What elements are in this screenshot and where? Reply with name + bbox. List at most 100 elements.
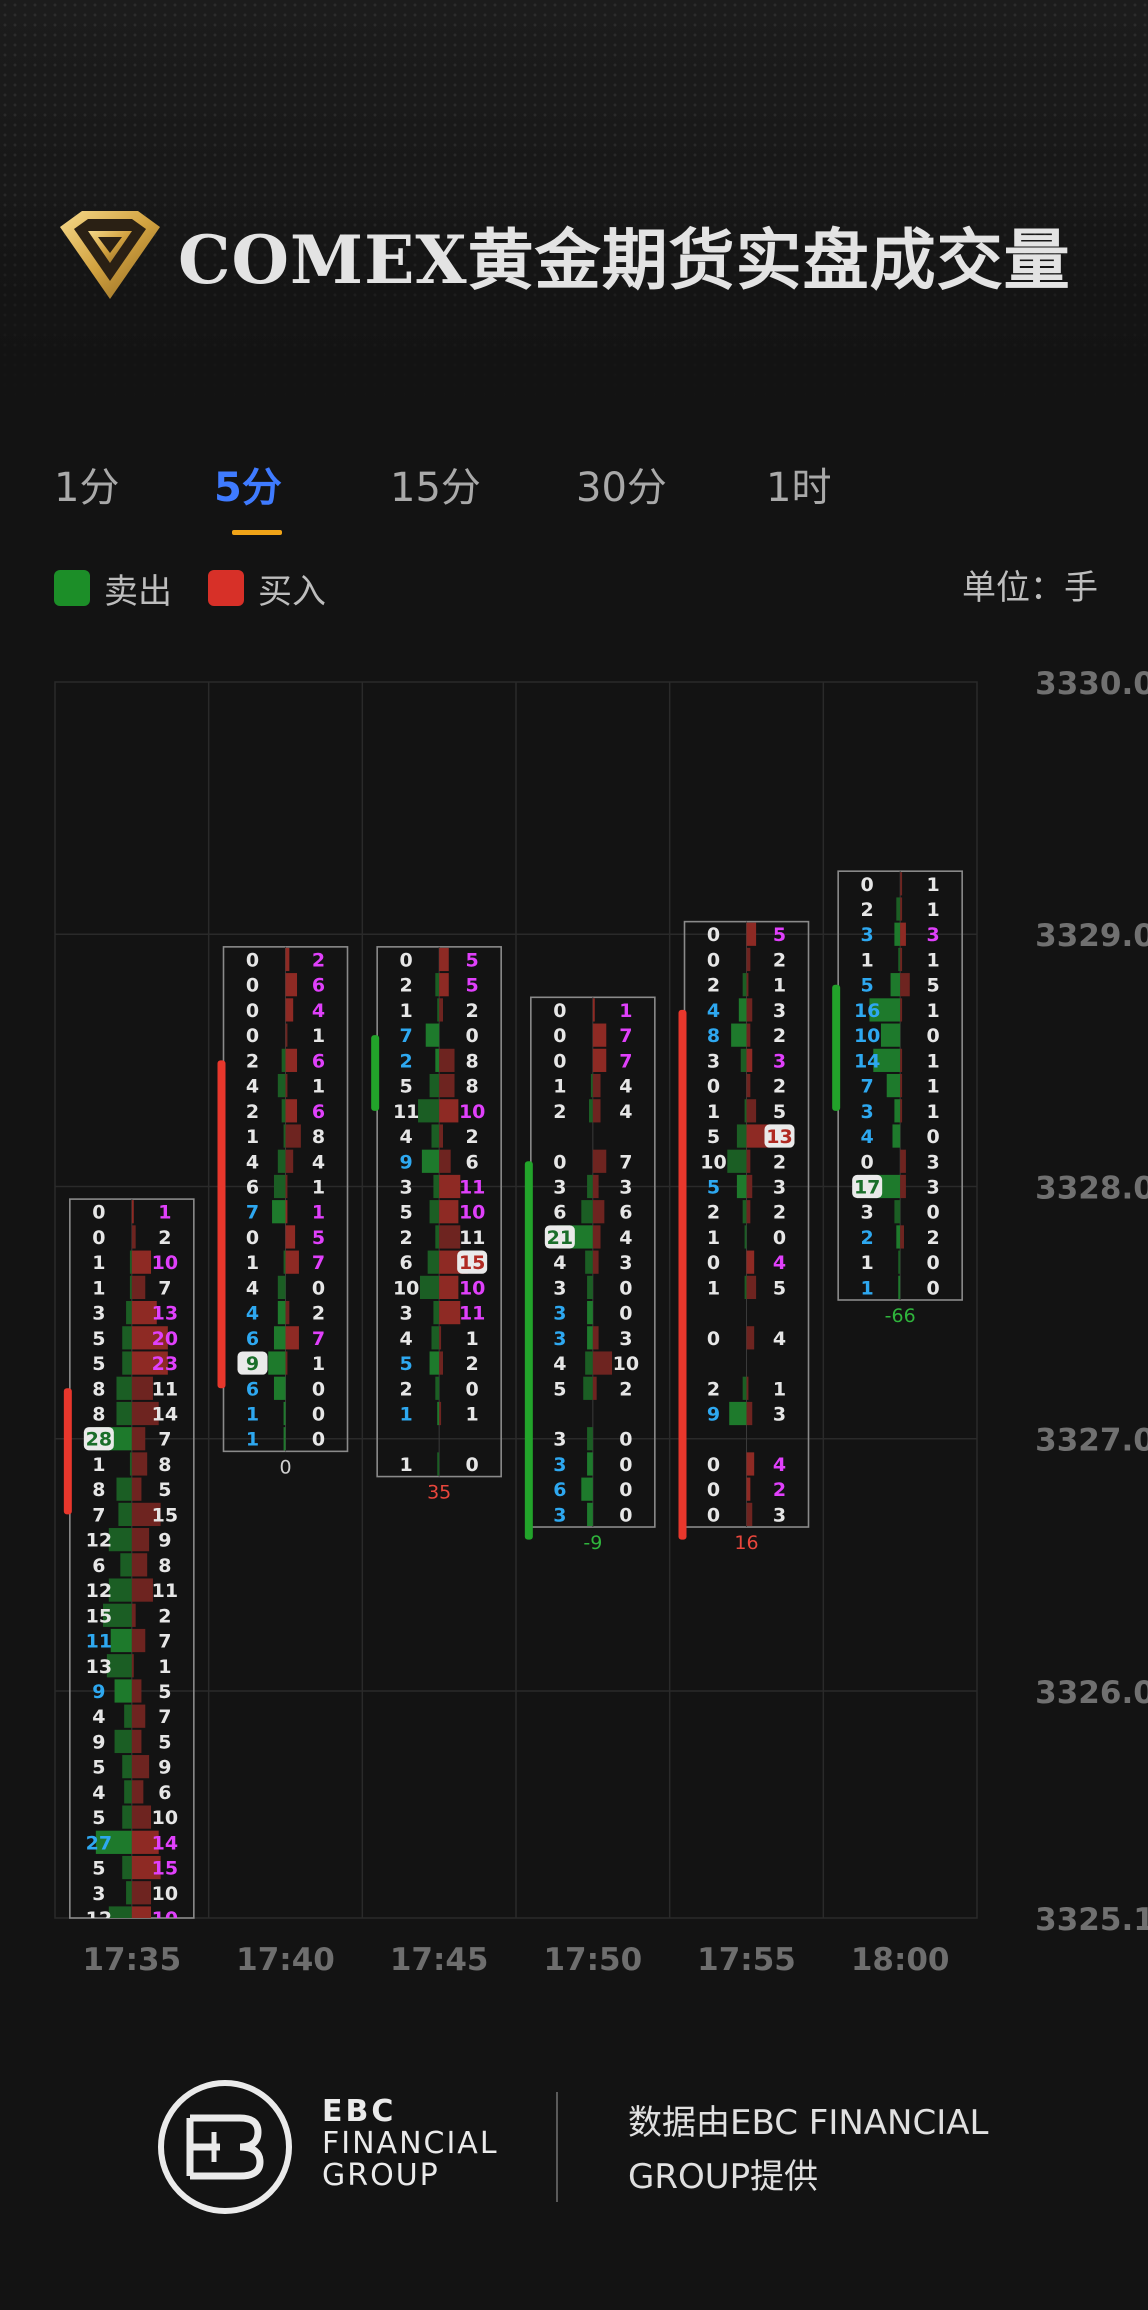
buy-volume-value: 20 <box>152 1328 178 1350</box>
delta-label: -9 <box>583 1532 602 1554</box>
buy-volume-value: 11 <box>152 1580 178 1602</box>
tab-1hour[interactable]: 1时 <box>766 465 832 511</box>
sell-volume-bar <box>116 1477 132 1501</box>
sell-volume-bar <box>587 1452 593 1476</box>
buy-volume-bar <box>131 1553 148 1577</box>
buy-volume-bar <box>900 973 910 997</box>
buy-volume-bar <box>285 1250 299 1274</box>
sell-volume-bar <box>110 1628 132 1653</box>
buy-volume-bar <box>131 1502 161 1527</box>
buy-volume-bar <box>131 1755 150 1779</box>
sell-volume-value: 3 <box>92 1883 105 1905</box>
sell-volume-bar <box>126 1301 132 1325</box>
buy-volume-value: 11 <box>459 1227 485 1249</box>
sell-volume-bar <box>120 1553 132 1577</box>
buy-volume-bar <box>746 1250 755 1274</box>
sell-volume-value: 9 <box>92 1731 105 1753</box>
sell-volume-bar <box>873 1048 901 1072</box>
sell-volume-value: 3 <box>400 1176 413 1198</box>
buy-volume-value: 2 <box>773 1202 786 1224</box>
sell-volume-bar <box>894 1099 901 1123</box>
sell-volume-value: 0 <box>553 1050 566 1072</box>
sell-volume-bar <box>736 1174 747 1199</box>
buy-volume-bar <box>592 1200 605 1224</box>
buy-volume-value: 0 <box>927 1252 940 1274</box>
tab-5min[interactable]: 5分 <box>214 465 282 511</box>
sell-volume-value: 4 <box>92 1706 105 1728</box>
buy-volume-value: 4 <box>773 1454 786 1476</box>
sell-volume-value: 2 <box>400 1378 413 1400</box>
buy-volume-value: 0 <box>619 1429 632 1451</box>
candle-body <box>63 1388 72 1515</box>
sell-volume-value: 0 <box>553 1000 566 1022</box>
buy-volume-value: 5 <box>158 1731 171 1753</box>
tab-30min[interactable]: 30分 <box>576 465 667 511</box>
sell-volume-bar <box>435 973 440 997</box>
legend-sell-swatch <box>54 570 90 606</box>
buy-volume-value: 5 <box>158 1681 171 1703</box>
sell-volume-bar <box>435 1225 440 1249</box>
buy-volume-bar <box>900 1174 906 1199</box>
buy-volume-value: 2 <box>773 1025 786 1047</box>
sell-volume-bar <box>418 1099 440 1123</box>
buy-volume-value: 4 <box>312 1000 325 1022</box>
buy-volume-bar <box>592 1250 599 1274</box>
sell-volume-bar <box>129 1452 132 1476</box>
credit-line-2: GROUP提供 <box>628 2157 819 2197</box>
sell-volume-bar <box>896 1225 901 1249</box>
sell-volume-value: 0 <box>707 1504 720 1526</box>
legend-buy-label: 买入 <box>258 571 326 612</box>
buy-volume-value: 1 <box>927 899 940 921</box>
sell-volume-value: 0 <box>707 924 720 946</box>
sell-volume-bar <box>283 1427 286 1451</box>
buy-volume-value: 1 <box>619 1000 632 1022</box>
buy-volume-bar <box>131 1881 152 1905</box>
title-bar: COMEX黄金期货实盘成交量 <box>56 205 1071 305</box>
legend-sell-label: 卖出 <box>104 571 172 612</box>
buy-volume-bar <box>746 998 753 1022</box>
sell-volume-value: 17 <box>854 1176 880 1198</box>
sell-volume-value: 1 <box>861 949 874 971</box>
tab-1min[interactable]: 1分 <box>54 465 120 511</box>
buy-volume-bar <box>746 1326 755 1350</box>
buy-volume-bar <box>439 998 444 1022</box>
buy-volume-value: 1 <box>927 1076 940 1098</box>
buy-volume-value: 8 <box>158 1555 171 1577</box>
sell-volume-value: 10 <box>393 1277 419 1299</box>
sell-volume-value: 3 <box>861 1101 874 1123</box>
buy-volume-bar <box>746 1376 749 1400</box>
buy-volume-value: 3 <box>927 1151 940 1173</box>
buy-volume-bar <box>131 1654 134 1678</box>
sell-volume-value: 4 <box>553 1252 566 1274</box>
buy-volume-value: 5 <box>466 975 479 997</box>
buy-volume-value: 0 <box>927 1025 940 1047</box>
buy-volume-bar <box>746 1275 757 1299</box>
buy-volume-bar <box>746 1048 753 1072</box>
buy-volume-bar <box>131 1780 144 1804</box>
sell-volume-bar <box>587 1502 593 1527</box>
sell-volume-value: 2 <box>861 899 874 921</box>
buy-volume-bar <box>131 1301 157 1325</box>
sell-volume-bar <box>585 1351 593 1375</box>
sell-volume-value: 0 <box>246 949 259 971</box>
sell-volume-value: 7 <box>92 1504 105 1526</box>
sell-volume-value: 8 <box>707 1025 720 1047</box>
buy-volume-bar <box>439 1225 461 1249</box>
buy-volume-value: 7 <box>158 1706 171 1728</box>
buy-volume-value: 1 <box>312 1353 325 1375</box>
sell-volume-bar <box>587 1427 593 1451</box>
sell-volume-bar <box>108 1528 132 1552</box>
buy-volume-value: 10 <box>613 1353 639 1375</box>
buy-volume-value: 1 <box>466 1328 479 1350</box>
buy-volume-value: 0 <box>312 1378 325 1400</box>
tab-15min[interactable]: 15分 <box>390 465 481 511</box>
delta-label: 35 <box>427 1482 451 1504</box>
buy-volume-value: 0 <box>619 1504 632 1526</box>
x-tick-label: 17:55 <box>697 1942 796 1978</box>
buy-volume-bar <box>439 1174 461 1199</box>
sell-volume-value: 1 <box>553 1076 566 1098</box>
buy-volume-value: 3 <box>619 1176 632 1198</box>
buy-volume-value: 7 <box>619 1151 632 1173</box>
sell-volume-value: 2 <box>707 1378 720 1400</box>
buy-volume-value: 5 <box>773 1101 786 1123</box>
